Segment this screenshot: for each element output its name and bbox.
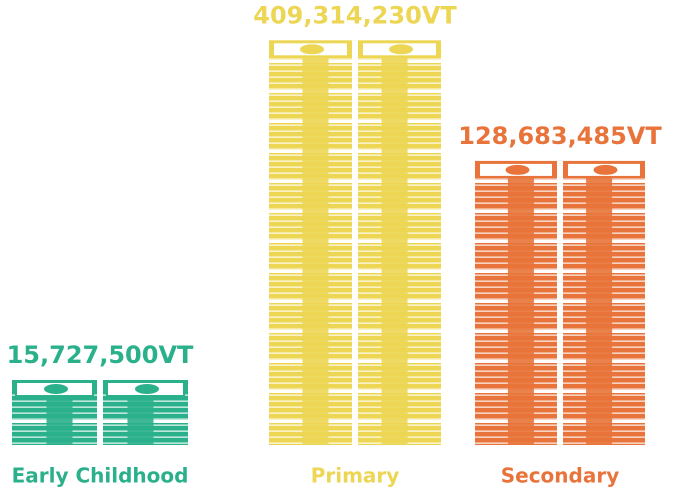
strap xyxy=(302,54,329,445)
bill-emblem xyxy=(389,44,413,55)
bill-emblem xyxy=(135,384,159,394)
strap xyxy=(586,174,613,446)
category-label: Secondary xyxy=(501,464,620,488)
value-label: 409,314,230VT xyxy=(253,1,457,29)
value-label: 128,683,485VT xyxy=(458,122,662,150)
money-stack: 409,314,230VT Primary xyxy=(253,1,457,487)
value-label: 15,727,500VT xyxy=(7,341,194,369)
category-label: Early Childhood xyxy=(12,464,189,488)
bill-emblem xyxy=(593,164,618,175)
bill-emblem xyxy=(44,384,68,394)
bill-emblem xyxy=(505,164,530,175)
strap xyxy=(46,394,73,445)
money-stack: 128,683,485VT Secondary xyxy=(458,122,662,488)
divider xyxy=(352,40,358,445)
strap xyxy=(127,394,154,445)
divider xyxy=(97,380,103,445)
bill-emblem xyxy=(300,44,324,55)
strap xyxy=(381,54,408,445)
money-stack: 15,727,500VT Early Childhood xyxy=(7,341,194,488)
strap xyxy=(507,174,534,446)
category-label: Primary xyxy=(311,464,400,488)
divider xyxy=(557,160,563,446)
